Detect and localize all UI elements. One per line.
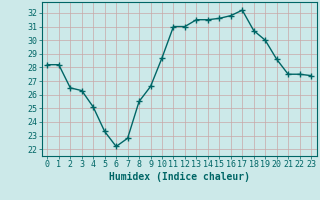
X-axis label: Humidex (Indice chaleur): Humidex (Indice chaleur) xyxy=(109,172,250,182)
